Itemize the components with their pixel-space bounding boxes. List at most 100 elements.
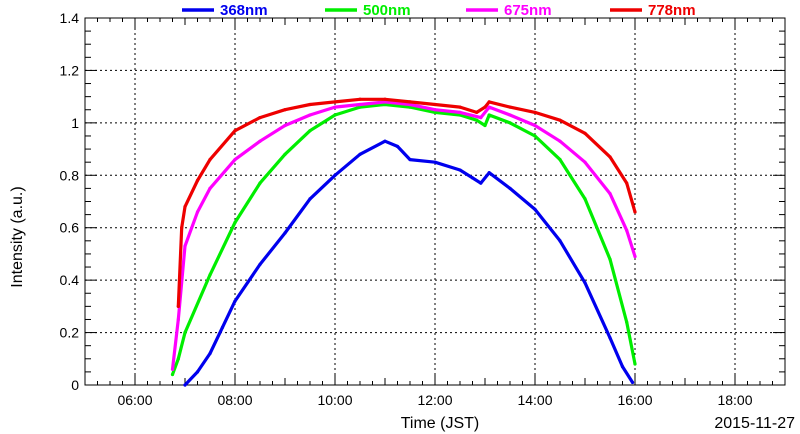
data-point-675nm bbox=[633, 254, 637, 259]
data-point-500nm bbox=[633, 362, 637, 366]
data-point-500nm bbox=[583, 197, 587, 201]
legend-label-778nm: 778nm bbox=[648, 2, 696, 19]
data-point-675nm bbox=[358, 102, 362, 107]
data-point-368nm bbox=[208, 351, 212, 356]
y-axis-label: Intensity (a.u.) bbox=[9, 186, 26, 287]
data-point-675nm bbox=[233, 157, 237, 162]
y-tick-label: 0.6 bbox=[60, 220, 80, 236]
data-point-675nm bbox=[195, 210, 200, 214]
data-point-778nm bbox=[176, 304, 180, 308]
data-point-500nm bbox=[608, 257, 612, 261]
data-point-675nm bbox=[208, 186, 212, 190]
data-point-778nm bbox=[508, 105, 512, 109]
data-point-500nm bbox=[176, 357, 180, 361]
data-point-778nm bbox=[258, 116, 262, 120]
data-point-500nm bbox=[475, 118, 479, 122]
data-point-675nm bbox=[258, 139, 262, 143]
data-point-675nm bbox=[176, 317, 180, 322]
data-point-368nm bbox=[195, 370, 200, 374]
data-point-368nm bbox=[630, 380, 635, 384]
data-point-675nm bbox=[308, 113, 312, 117]
legend-label-368nm: 368nm bbox=[220, 2, 268, 19]
data-point-500nm bbox=[408, 105, 412, 109]
data-point-778nm bbox=[483, 105, 487, 109]
data-point-778nm bbox=[383, 97, 387, 101]
data-point-778nm bbox=[183, 205, 187, 209]
data-point-778nm bbox=[408, 100, 412, 104]
data-point-778nm bbox=[558, 118, 562, 122]
data-point-368nm bbox=[408, 157, 412, 162]
data-point-778nm bbox=[625, 181, 629, 185]
x-tick-label: 16:00 bbox=[617, 392, 652, 408]
data-point-675nm bbox=[458, 110, 462, 114]
data-point-675nm bbox=[583, 160, 587, 164]
series-group bbox=[170, 97, 637, 387]
data-point-675nm bbox=[333, 105, 337, 109]
data-point-368nm bbox=[283, 231, 287, 235]
data-point-500nm bbox=[433, 110, 437, 114]
data-point-500nm bbox=[170, 372, 175, 377]
data-point-500nm bbox=[308, 129, 312, 133]
data-point-778nm bbox=[583, 131, 587, 135]
legend: 368nm 500nm 675nm 778nm bbox=[182, 2, 696, 19]
data-point-675nm bbox=[479, 116, 483, 120]
data-point-675nm bbox=[508, 113, 512, 117]
data-point-368nm bbox=[583, 281, 587, 285]
x-tick-label: 06:00 bbox=[117, 392, 152, 408]
data-point-368nm bbox=[508, 186, 512, 190]
x-axis-label: Time (JST) bbox=[401, 415, 480, 432]
y-tick-label: 0.2 bbox=[60, 325, 80, 341]
data-point-778nm bbox=[283, 108, 287, 112]
data-point-675nm bbox=[383, 100, 387, 104]
data-point-675nm bbox=[487, 105, 491, 109]
data-point-368nm bbox=[383, 139, 387, 143]
data-point-500nm bbox=[283, 152, 287, 156]
legend-label-500nm: 500nm bbox=[363, 2, 411, 19]
data-point-778nm bbox=[308, 102, 312, 107]
x-tick-label: 18:00 bbox=[717, 392, 752, 408]
data-point-778nm bbox=[433, 102, 437, 107]
x-tick-label: 12:00 bbox=[417, 392, 452, 408]
series-line-368nm bbox=[183, 139, 635, 387]
y-tick-label: 0.4 bbox=[60, 272, 80, 288]
data-point-368nm bbox=[620, 365, 625, 369]
data-point-778nm bbox=[533, 110, 537, 114]
data-point-500nm bbox=[625, 320, 629, 324]
data-point-368nm bbox=[479, 181, 483, 185]
legend-label-675nm: 675nm bbox=[504, 2, 552, 19]
data-point-368nm bbox=[258, 262, 262, 267]
data-point-500nm bbox=[508, 121, 512, 125]
data-point-500nm bbox=[487, 113, 491, 117]
data-point-500nm bbox=[558, 157, 562, 162]
data-point-368nm bbox=[308, 197, 312, 201]
x-tick-label: 14:00 bbox=[517, 392, 552, 408]
data-point-500nm bbox=[358, 105, 362, 109]
data-point-500nm bbox=[533, 134, 537, 138]
data-point-368nm bbox=[533, 207, 537, 211]
data-point-675nm bbox=[433, 108, 437, 112]
data-point-500nm bbox=[183, 330, 187, 335]
data-point-778nm bbox=[608, 155, 612, 159]
axes: 06:00 08:00 10:00 12:00 14:00 16:00 18:00 0 0.2 0… bbox=[60, 10, 786, 408]
data-point-368nm bbox=[433, 160, 437, 164]
y-tick-label: 0 bbox=[71, 377, 79, 393]
data-point-778nm bbox=[233, 129, 237, 133]
y-tick-label: 1.2 bbox=[60, 62, 80, 78]
data-point-368nm bbox=[558, 239, 562, 243]
data-point-675nm bbox=[533, 123, 537, 128]
data-point-368nm bbox=[458, 168, 462, 172]
data-point-675nm bbox=[558, 139, 562, 143]
data-point-778nm bbox=[180, 226, 184, 230]
data-point-675nm bbox=[408, 102, 412, 107]
data-point-778nm bbox=[195, 178, 200, 183]
data-point-368nm bbox=[395, 144, 400, 149]
data-point-368nm bbox=[470, 176, 475, 180]
data-point-675nm bbox=[625, 228, 629, 232]
series-line-500nm bbox=[170, 102, 637, 377]
data-point-778nm bbox=[487, 100, 491, 104]
grid bbox=[85, 17, 785, 386]
y-tick-label: 1 bbox=[71, 115, 79, 131]
data-point-368nm bbox=[358, 152, 362, 156]
data-point-500nm bbox=[333, 113, 337, 117]
data-point-778nm bbox=[358, 97, 362, 101]
